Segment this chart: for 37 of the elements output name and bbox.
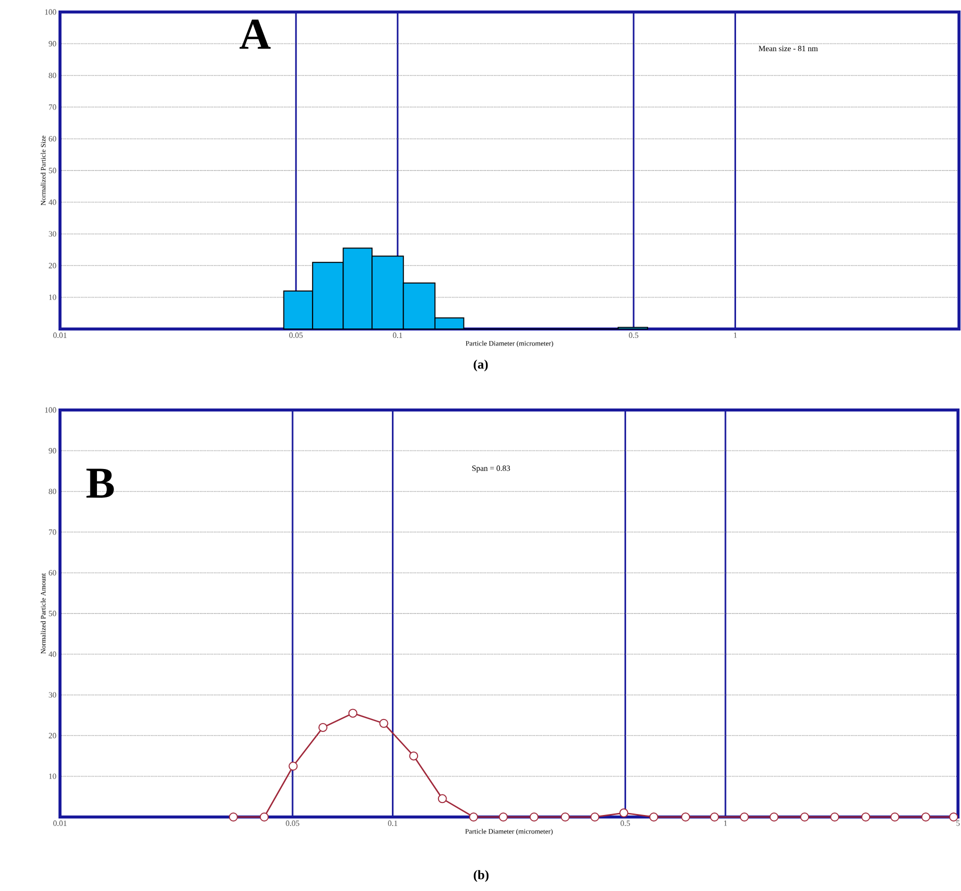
x-tick-label: 0.05	[289, 332, 303, 338]
y-tick-label: 90	[48, 448, 56, 454]
x-tick-label: 1	[734, 332, 737, 338]
y-tick-label: 30	[48, 231, 56, 237]
y-tick-label: 70	[49, 529, 56, 535]
annotation: Mean size - 81 nm	[758, 46, 818, 52]
annotation: Span = 0.83	[472, 466, 510, 473]
y-tick-label: 50	[48, 168, 56, 174]
y-tick-label: 10	[49, 294, 56, 300]
y-tick-label: 70	[49, 104, 56, 110]
annotation: A	[240, 20, 271, 49]
y-tick-label: 80	[48, 488, 56, 494]
y-tick-label: 60	[48, 570, 56, 576]
y-tick-label: 20	[48, 732, 56, 738]
x-tick-label: 0.01	[53, 332, 67, 338]
y-tick-label: 60	[48, 136, 56, 142]
y-tick-label: 20	[48, 262, 56, 268]
x-tick-label: 0.5	[620, 820, 630, 826]
x-tick-label: 0.1	[388, 820, 398, 826]
x-tick-label: 0.01	[53, 820, 67, 826]
x-tick-label: 5	[956, 820, 960, 826]
y-tick-label: 100	[45, 407, 56, 413]
x-tick-label: 0.5	[628, 332, 638, 338]
text: (a)	[474, 360, 488, 372]
text: (b)	[474, 870, 489, 882]
y-tick-label: 10	[49, 774, 56, 779]
x-tick-label: 1	[724, 820, 727, 826]
y-tick-label: 80	[48, 72, 56, 78]
y-tick-label: 50	[48, 610, 56, 616]
annotation: B	[86, 468, 114, 498]
y-tick-label: 40	[48, 200, 56, 205]
y-tick-label: 90	[48, 41, 56, 46]
y-tick-label: 100	[45, 9, 56, 15]
y-tick-label: 30	[48, 692, 56, 698]
x-tick-label: 0.1	[392, 332, 402, 338]
x-tick-label: 0.05	[286, 820, 300, 826]
y-tick-label: 40	[48, 652, 56, 657]
